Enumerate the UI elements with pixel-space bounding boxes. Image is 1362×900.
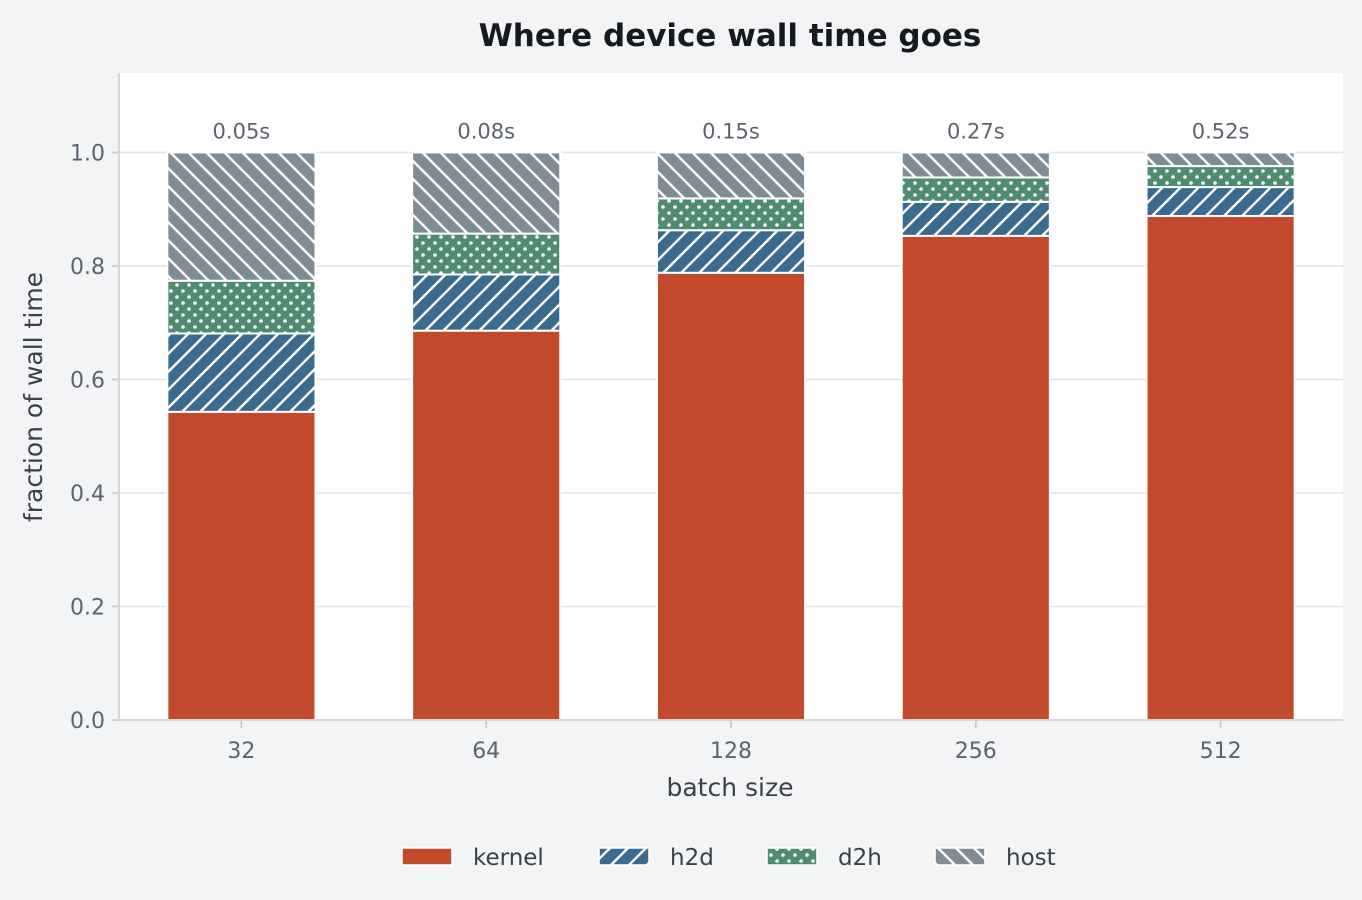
bar-segment-kernel bbox=[900, 234, 1051, 721]
bar-segment-host bbox=[655, 151, 807, 200]
bar-segment-kernel bbox=[411, 329, 562, 721]
bar-segment-kernel bbox=[1145, 215, 1296, 721]
bar-segment-h2d bbox=[1145, 186, 1296, 218]
legend-label: host bbox=[1006, 845, 1056, 871]
x-tick-label: 64 bbox=[472, 739, 500, 764]
bar-segment-kernel bbox=[166, 410, 317, 721]
bar-segment-host bbox=[166, 151, 317, 282]
x-tick-label: 128 bbox=[710, 739, 752, 764]
x-axis: 32 64 128 256 512 bbox=[227, 720, 1242, 764]
legend-swatch bbox=[766, 847, 818, 866]
total-labels: 0.05s 0.08s 0.15s 0.27s 0.52s bbox=[213, 119, 1250, 143]
bar-segment-d2h bbox=[900, 176, 1051, 203]
total-label: 0.52s bbox=[1192, 119, 1250, 143]
legend: kernel h2d d2h host bbox=[401, 845, 1056, 871]
total-label: 0.08s bbox=[457, 119, 515, 143]
bar-segment-d2h bbox=[166, 279, 317, 335]
y-tick-label: 0.2 bbox=[70, 595, 105, 620]
bar-segment-d2h bbox=[1145, 165, 1296, 189]
bar-segment-h2d bbox=[166, 332, 317, 413]
legend-item-kernel: kernel bbox=[401, 845, 544, 871]
bars bbox=[166, 151, 1296, 721]
legend-item-d2h: d2h bbox=[766, 845, 882, 871]
legend-swatch bbox=[401, 847, 453, 866]
legend-label: d2h bbox=[838, 845, 882, 871]
x-tick-label: 32 bbox=[227, 739, 255, 764]
y-tick-label: 0.0 bbox=[70, 709, 105, 734]
y-tick-label: 0.6 bbox=[70, 368, 105, 393]
x-tick-label: 256 bbox=[955, 739, 997, 764]
legend-item-h2d: h2d bbox=[598, 845, 714, 871]
bar-segment-host bbox=[1145, 151, 1296, 168]
legend-label: kernel bbox=[473, 845, 544, 871]
bar-segment-h2d bbox=[411, 273, 562, 332]
bar-segment-d2h bbox=[411, 232, 562, 276]
total-label: 0.27s bbox=[947, 119, 1005, 143]
legend-swatch bbox=[598, 847, 650, 866]
legend-label: h2d bbox=[670, 845, 714, 871]
bar-segment-h2d bbox=[655, 229, 807, 274]
y-axis-label: fraction of wall time bbox=[19, 272, 48, 522]
bar-segment-d2h bbox=[655, 197, 807, 232]
x-axis-label: batch size bbox=[666, 773, 793, 802]
legend-item-host: host bbox=[934, 845, 1056, 871]
bar-segment-kernel bbox=[655, 271, 807, 721]
total-label: 0.15s bbox=[702, 119, 760, 143]
bar-segment-host bbox=[900, 151, 1051, 179]
y-tick-label: 1.0 bbox=[70, 141, 105, 166]
y-tick-label: 0.4 bbox=[70, 482, 105, 507]
bar-segment-h2d bbox=[900, 200, 1051, 237]
x-tick-label: 512 bbox=[1200, 739, 1242, 764]
y-axis: 0.0 0.2 0.4 0.6 0.8 1.0 bbox=[70, 141, 119, 734]
y-tick-label: 0.8 bbox=[70, 255, 105, 280]
total-label: 0.05s bbox=[213, 119, 271, 143]
bar-segment-host bbox=[411, 151, 562, 235]
chart-title: Where device wall time goes bbox=[479, 18, 982, 54]
legend-swatch bbox=[934, 847, 986, 866]
